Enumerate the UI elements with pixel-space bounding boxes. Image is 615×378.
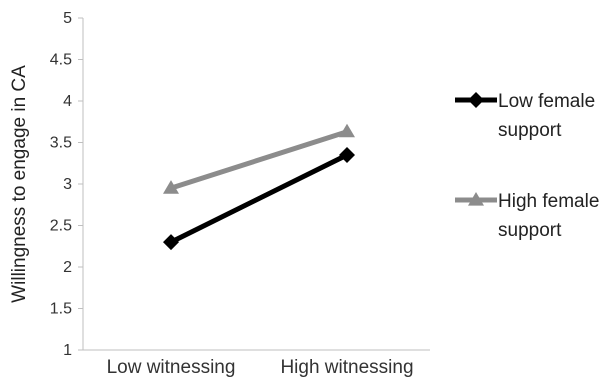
- legend-label: High female: [498, 191, 599, 212]
- x-axis: Low witnessing High witnessing: [83, 349, 430, 378]
- series-line: [169, 152, 349, 245]
- data-point-marker: [339, 123, 355, 138]
- x-category-label: Low witnessing: [107, 357, 236, 378]
- legend-label: support: [498, 220, 562, 241]
- x-category-label: High witnessing: [280, 357, 413, 378]
- legend-marker: [468, 192, 484, 206]
- y-tick-label: 1.5: [50, 301, 72, 318]
- y-tick-label: 1: [63, 342, 72, 359]
- legend-item: Low female support: [455, 91, 595, 141]
- legend: Low female support High female support: [455, 91, 599, 241]
- series-high-female-support: [163, 123, 355, 194]
- y-tick-label: 2: [63, 259, 72, 276]
- series-low-female-support: [163, 146, 355, 251]
- y-axis: 1 1.5 2 2.5 3 3.5 4 4.5 5: [50, 10, 84, 359]
- series-line: [170, 129, 348, 191]
- data-point-marker: [339, 146, 355, 163]
- y-tick-label: 3.5: [50, 135, 72, 152]
- legend-label: support: [498, 120, 562, 141]
- data-point-marker: [163, 180, 179, 194]
- legend-item: High female support: [455, 191, 599, 241]
- y-tick-label: 5: [63, 10, 72, 27]
- series-layer: [163, 123, 355, 251]
- legend-marker: [468, 92, 484, 108]
- y-axis-title: Willingness to engage in CA: [9, 65, 30, 303]
- y-tick-label: 4: [63, 93, 72, 110]
- legend-label: Low female: [498, 91, 595, 112]
- y-tick-label: 4.5: [50, 52, 72, 69]
- data-point-marker: [163, 234, 179, 251]
- y-tick-label: 2.5: [50, 218, 72, 235]
- y-tick-label: 3: [63, 176, 72, 193]
